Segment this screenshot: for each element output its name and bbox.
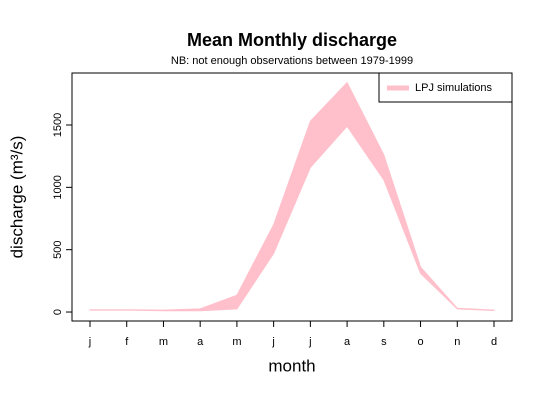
y-tick-label: 500 [52, 241, 64, 259]
chart-title: Mean Monthly discharge [187, 30, 397, 50]
band-area [89, 81, 495, 312]
x-axis-label: month [268, 356, 315, 375]
y-tick-label: 1500 [52, 113, 64, 137]
x-tick-label: j [88, 336, 91, 348]
x-tick-label: m [159, 336, 168, 348]
x-tick-label: j [308, 336, 311, 348]
y-axis-label: discharge (m³/s) [7, 136, 26, 259]
x-tick-label: f [125, 336, 129, 348]
x-tick-label: m [232, 336, 241, 348]
x-tick-label: n [454, 336, 460, 348]
y-tick-label: 0 [52, 309, 64, 315]
plot-frame [71, 72, 513, 322]
chart-subtitle: NB: not enough observations between 1979… [171, 55, 413, 67]
legend-label: LPJ simulations [415, 82, 493, 94]
x-tick-label: s [381, 336, 387, 348]
x-tick-label: a [197, 336, 204, 348]
x-tick-label: j [271, 336, 274, 348]
x-tick-label: a [344, 336, 351, 348]
x-tick-label: d [491, 336, 497, 348]
x-tick-label: o [417, 336, 423, 348]
y-tick-label: 1000 [52, 175, 64, 199]
